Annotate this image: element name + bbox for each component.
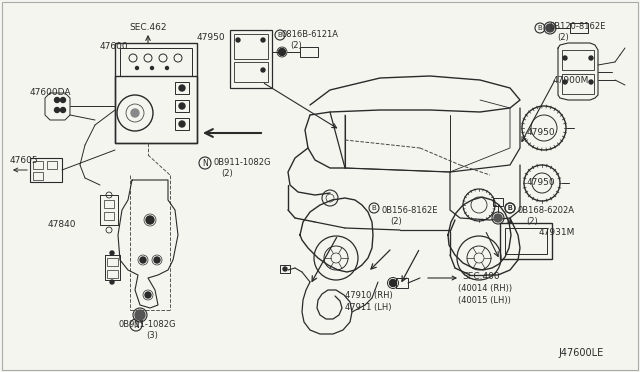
Bar — [505, 228, 547, 254]
Circle shape — [61, 108, 65, 112]
Text: 0B911-1082G: 0B911-1082G — [213, 158, 271, 167]
Text: 0B168-6202A: 0B168-6202A — [518, 206, 575, 215]
Bar — [280, 265, 290, 273]
Circle shape — [494, 214, 502, 222]
Text: (2): (2) — [526, 217, 538, 226]
Bar — [104, 200, 114, 208]
Text: 47950: 47950 — [527, 128, 556, 137]
Bar — [30, 158, 62, 182]
Text: 0B120-8162E: 0B120-8162E — [549, 22, 605, 31]
Circle shape — [54, 97, 60, 103]
Circle shape — [135, 310, 145, 320]
Text: 47605: 47605 — [10, 156, 38, 165]
Circle shape — [261, 38, 265, 42]
Text: (2): (2) — [390, 217, 402, 226]
Circle shape — [140, 257, 146, 263]
Text: 47900M: 47900M — [553, 76, 589, 85]
Bar — [33, 172, 43, 180]
Circle shape — [563, 80, 567, 84]
Text: SEC.400: SEC.400 — [462, 272, 500, 281]
Circle shape — [179, 121, 185, 127]
Text: (3): (3) — [146, 331, 158, 340]
Text: (40015 (LH)): (40015 (LH)) — [458, 296, 511, 305]
Circle shape — [589, 56, 593, 60]
Circle shape — [179, 103, 185, 109]
Text: (40014 (RH)): (40014 (RH)) — [458, 284, 512, 293]
Bar — [396, 278, 408, 288]
Text: B: B — [507, 205, 512, 211]
Text: 47600DA: 47600DA — [30, 88, 72, 97]
Text: 0816B-6121A: 0816B-6121A — [282, 30, 339, 39]
Circle shape — [283, 267, 287, 271]
Bar — [500, 223, 552, 259]
Circle shape — [589, 80, 593, 84]
Text: 47931M: 47931M — [539, 228, 575, 237]
Circle shape — [179, 85, 185, 91]
Text: J47600LE: J47600LE — [558, 348, 604, 358]
Circle shape — [154, 257, 160, 263]
Circle shape — [278, 48, 285, 55]
Text: 47600: 47600 — [100, 42, 129, 51]
Bar — [562, 50, 594, 70]
Circle shape — [166, 67, 168, 70]
Text: 47910 (RH): 47910 (RH) — [345, 291, 393, 300]
Circle shape — [54, 108, 60, 112]
Text: 47911 (LH): 47911 (LH) — [345, 303, 392, 312]
Text: 47950: 47950 — [527, 178, 556, 187]
Circle shape — [261, 68, 265, 72]
Text: (2): (2) — [221, 169, 233, 178]
Circle shape — [131, 109, 139, 117]
Bar — [570, 23, 588, 33]
Text: (2): (2) — [290, 41, 301, 50]
Text: 47840: 47840 — [48, 220, 77, 229]
Bar — [104, 212, 114, 220]
Circle shape — [145, 292, 151, 298]
Bar — [234, 34, 268, 59]
Bar — [107, 270, 118, 278]
Bar — [175, 100, 189, 112]
Text: 0B911-1082G: 0B911-1082G — [118, 320, 176, 329]
Bar — [115, 43, 197, 143]
Text: N: N — [202, 159, 208, 168]
Text: B: B — [371, 205, 376, 211]
Circle shape — [236, 38, 240, 42]
Circle shape — [110, 251, 114, 255]
Bar — [300, 47, 318, 57]
Bar — [175, 118, 189, 130]
Text: 47950: 47950 — [197, 33, 226, 42]
Bar — [562, 74, 594, 94]
Bar — [107, 258, 118, 266]
Text: N: N — [133, 321, 139, 330]
Bar — [230, 30, 272, 88]
Bar — [47, 161, 57, 169]
Bar — [234, 62, 268, 82]
Text: B: B — [277, 32, 282, 38]
Circle shape — [563, 56, 567, 60]
Circle shape — [110, 280, 114, 284]
Circle shape — [136, 67, 138, 70]
Circle shape — [61, 97, 65, 103]
Text: B: B — [507, 205, 512, 211]
Bar — [120, 48, 192, 76]
Circle shape — [146, 216, 154, 224]
Text: B: B — [537, 25, 541, 31]
Bar — [115, 76, 197, 143]
Bar — [175, 82, 189, 94]
Bar — [33, 161, 43, 169]
Bar — [493, 198, 503, 206]
Circle shape — [150, 67, 154, 70]
Text: SEC.462: SEC.462 — [129, 23, 167, 32]
Text: 0B156-8162E: 0B156-8162E — [382, 206, 438, 215]
Circle shape — [390, 279, 397, 286]
Text: (2): (2) — [557, 33, 569, 42]
Circle shape — [546, 24, 554, 32]
